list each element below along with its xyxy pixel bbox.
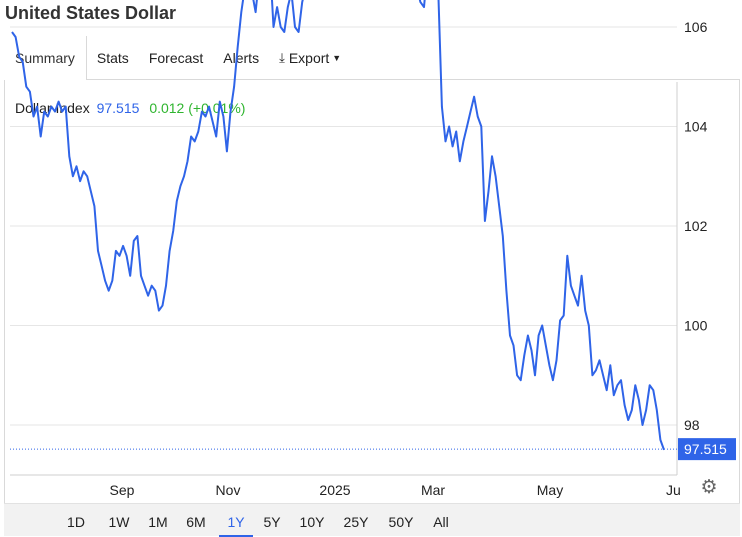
chart-panel	[4, 36, 740, 536]
y-tick-label: 106	[684, 19, 708, 35]
x-tick-label: 2025	[319, 482, 350, 498]
y-tick-label: 100	[684, 318, 708, 334]
last-value-label: 97.515	[684, 441, 727, 457]
x-tick-label: May	[537, 482, 563, 498]
last-value-badge	[678, 438, 736, 461]
y-tick-label: 98	[684, 417, 700, 433]
caret-down-icon: ▼	[332, 52, 342, 63]
tab-bar: Summary Stats Forecast Alerts ⤓ Export ▼	[4, 36, 740, 80]
range-all[interactable]: All	[433, 514, 449, 530]
range-1d[interactable]: 1D	[67, 514, 85, 530]
range-6m[interactable]: 6M	[186, 514, 206, 530]
tab-forecast[interactable]: Forecast	[148, 49, 204, 66]
page-title: United States Dollar	[5, 3, 177, 23]
series-line	[11, 0, 665, 451]
range-1y[interactable]: 1Y	[219, 504, 253, 537]
range-1w[interactable]: 1W	[108, 514, 130, 530]
y-tick-label: 104	[684, 119, 708, 135]
tab-stats[interactable]: Stats	[96, 49, 129, 66]
gear-icon[interactable]: ⚙	[700, 477, 718, 498]
x-tick-label: Nov	[216, 482, 241, 498]
legend-last-value: 97.515	[96, 100, 140, 116]
range-50y[interactable]: 50Y	[388, 514, 414, 530]
download-icon: ⤓	[279, 49, 285, 65]
x-tick-label: Mar	[421, 482, 445, 498]
range-25y[interactable]: 25Y	[343, 514, 369, 530]
tab-summary[interactable]: Summary	[4, 36, 87, 80]
range-selector: 1D 1W 1M 6M 1Y 5Y 10Y 25Y 50Y All	[4, 503, 740, 537]
range-5y[interactable]: 5Y	[263, 514, 281, 530]
y-tick-label: 102	[684, 218, 708, 234]
range-10y[interactable]: 10Y	[299, 514, 325, 530]
range-1m[interactable]: 1M	[148, 514, 168, 530]
x-tick-label: Sep	[110, 482, 135, 498]
tab-alerts[interactable]: Alerts	[223, 49, 260, 66]
tab-export[interactable]: ⤓ Export ▼	[279, 49, 342, 66]
x-tick-label: Ju	[666, 482, 681, 498]
